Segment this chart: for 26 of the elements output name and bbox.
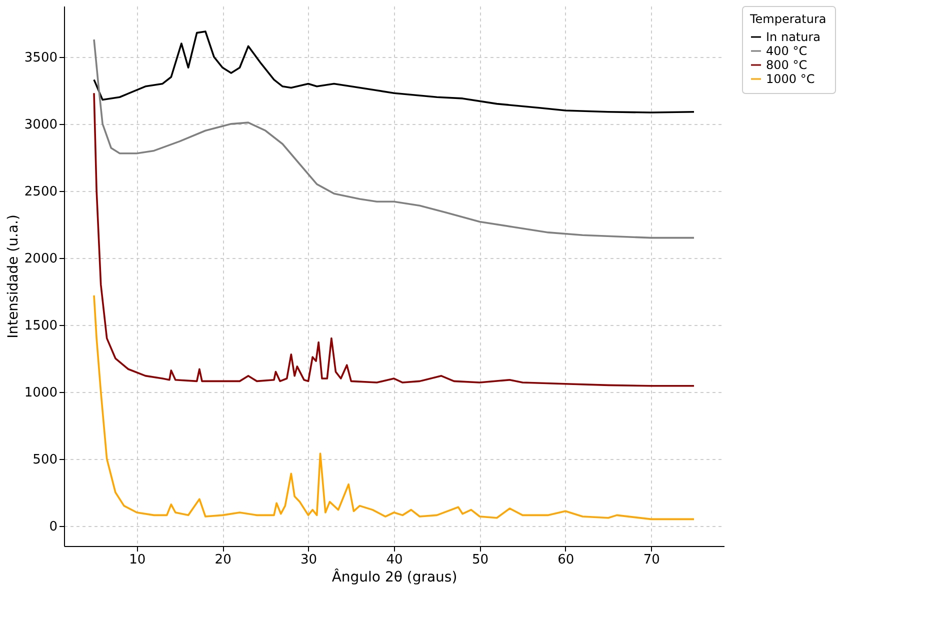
y-tick-label: 0 xyxy=(49,519,58,534)
legend-label: 400 °C xyxy=(766,44,808,58)
y-tick-label: 500 xyxy=(32,452,58,468)
y-axis-title: Intensidade (u.a.) xyxy=(5,214,22,338)
legend-title: Temperatura xyxy=(749,12,826,26)
x-tick-label: 30 xyxy=(300,552,318,568)
legend-label: In natura xyxy=(766,30,821,44)
y-tick-label: 3000 xyxy=(24,117,58,132)
x-tick-label: 10 xyxy=(129,552,146,568)
y-tick-label: 3500 xyxy=(24,50,58,66)
y-tick-label: 1500 xyxy=(24,318,58,334)
y-tick-label: 2500 xyxy=(24,184,58,200)
line-series xyxy=(93,38,695,239)
line-series xyxy=(93,30,695,114)
legend-label: 800 °C xyxy=(766,58,808,72)
x-tick-label: 40 xyxy=(386,552,403,568)
x-tick-label: 50 xyxy=(472,552,488,568)
y-tick-label: 2000 xyxy=(24,251,58,266)
legend-label: 1000 °C xyxy=(766,72,815,86)
line-series xyxy=(93,294,695,520)
x-tick-label: 20 xyxy=(214,552,232,568)
y-tick-label: 1000 xyxy=(24,385,58,400)
x-tick-label: 60 xyxy=(558,552,574,568)
x-tick-label: 70 xyxy=(643,552,660,568)
line-series xyxy=(93,92,695,387)
x-axis-title: Ângulo 2θ (graus) xyxy=(332,568,458,586)
